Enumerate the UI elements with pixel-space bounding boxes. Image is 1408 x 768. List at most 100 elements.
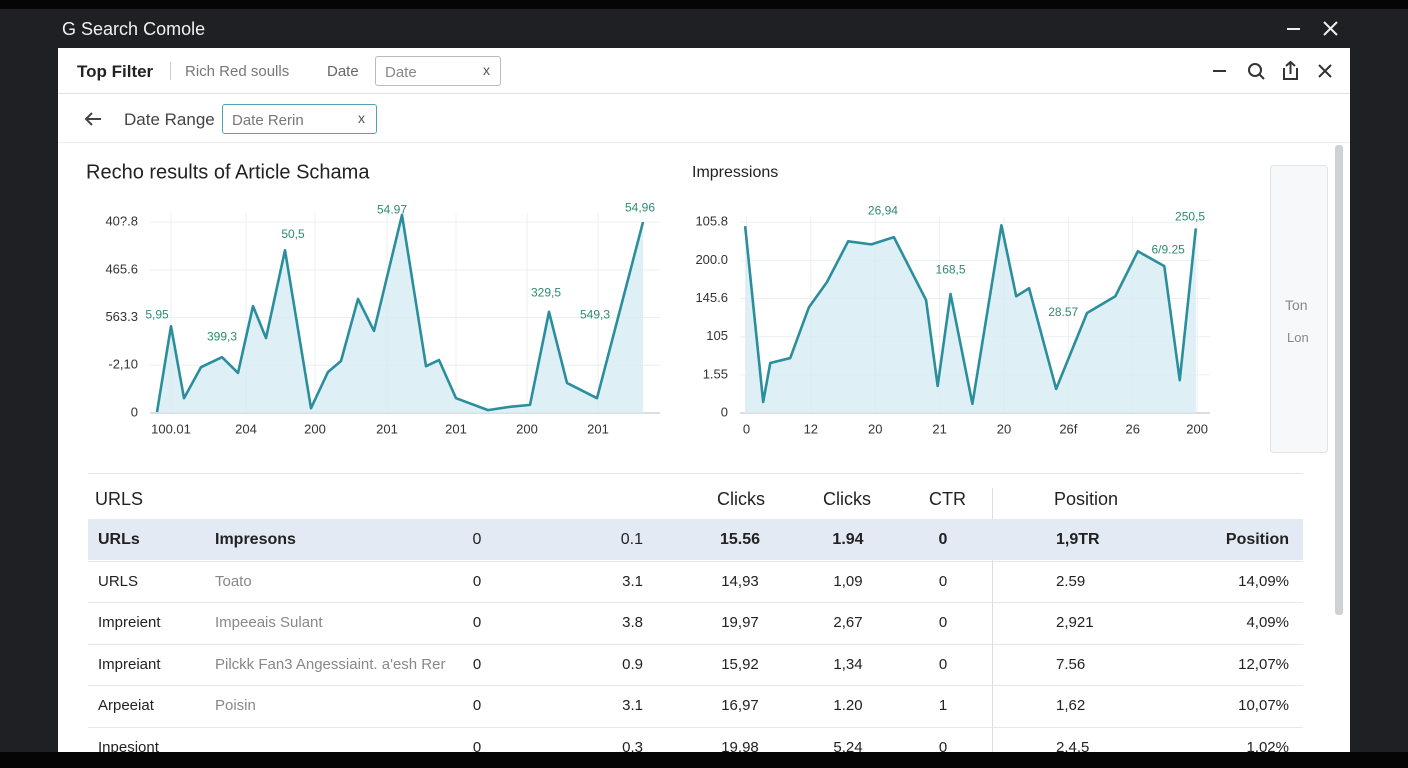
row-line <box>88 685 1303 686</box>
area <box>157 214 643 413</box>
cell: 4,09% <box>1246 614 1289 631</box>
back-button[interactable] <box>82 108 106 130</box>
side-item[interactable]: Ton <box>1285 297 1308 313</box>
share-icon[interactable] <box>1283 60 1298 80</box>
cell: 0 <box>938 614 948 631</box>
table: URLS Clicks Clicks CTR Position URLs Impresons… <box>0 470 1408 752</box>
annotation: 250,5 <box>1175 209 1205 223</box>
x-tick-label: 20 <box>997 421 1011 436</box>
header-cell: Clicks <box>823 489 871 509</box>
cell: 15,92 <box>721 655 759 673</box>
title: Search Comole <box>81 19 206 39</box>
arrow <box>84 112 101 126</box>
cell: 3.8 <box>622 614 643 631</box>
annotation: 168,5 <box>936 262 966 276</box>
cell: 2.4.5 <box>1056 738 1090 753</box>
cell[interactable]: URLS <box>98 572 139 590</box>
cell: 12,07% <box>1238 655 1289 673</box>
x-tick-label: 20 <box>868 421 882 436</box>
row-line <box>88 602 1303 603</box>
table-top-line <box>88 473 1303 474</box>
y-tick-label: 0 <box>131 404 138 419</box>
cell: 15.56 <box>719 531 761 548</box>
line <box>743 224 1198 406</box>
row-line <box>88 643 1303 645</box>
y-tick-label: 105.8 <box>695 214 728 229</box>
close-icon[interactable] <box>1318 64 1332 78</box>
y-tick-label: 145.6 <box>695 290 728 305</box>
cell: 0 <box>938 572 948 590</box>
annotation: 399,3 <box>207 329 237 343</box>
annotation: 6/9.25 <box>1151 242 1185 256</box>
date-label: Date <box>327 63 359 80</box>
y-tick-label: 105 <box>706 328 728 343</box>
divider <box>170 62 171 80</box>
cell: 1,34 <box>833 655 863 673</box>
cell: 7.56 <box>1056 655 1086 673</box>
clear[interactable]: x <box>483 62 490 78</box>
header-cell: CTR <box>929 489 966 509</box>
cell: 1 <box>938 697 948 714</box>
side-item[interactable]: Lon <box>1287 330 1309 345</box>
x-tick-label: 200 <box>1186 421 1208 436</box>
date-input[interactable]: Date x <box>375 56 501 86</box>
y-tick-label: 0 <box>721 404 728 419</box>
cell[interactable]: Impreiant <box>98 655 161 673</box>
cell: 3.1 <box>622 572 643 590</box>
window-title: G Search Comole <box>62 19 205 40</box>
top-bar <box>0 0 1408 9</box>
cell: 0 <box>472 655 482 673</box>
line <box>155 213 645 413</box>
annotation: 329,5 <box>531 285 561 299</box>
scrollbar[interactable] <box>1335 145 1343 615</box>
row-line <box>88 560 1303 562</box>
side-panel: Ton Lon <box>1270 165 1328 453</box>
cell: 0 <box>938 531 948 548</box>
annotation: 50,5 <box>281 227 305 241</box>
input-text: Date <box>385 64 417 81</box>
annotation: 54,96 <box>625 200 655 214</box>
toolbar-title: Top Filter <box>77 62 154 81</box>
y-tick-label: 563.3 <box>105 309 138 324</box>
x-tick-label: 26f <box>1059 421 1077 436</box>
window-controls[interactable] <box>1282 18 1342 40</box>
toolbar-icons[interactable] <box>1205 58 1335 86</box>
tab[interactable]: Rich Red soulls <box>185 63 290 80</box>
cell: 0 <box>472 614 482 631</box>
annotation: 54.97 <box>377 202 407 216</box>
header-cell: Clicks <box>717 489 765 509</box>
clear[interactable]: x <box>358 110 365 126</box>
y-tick-label: 1.55 <box>703 366 728 381</box>
cell: 0.3 <box>622 738 643 753</box>
cell: 1,62 <box>1056 697 1086 714</box>
cell[interactable]: URLs <box>98 531 140 548</box>
annotation: 549,3 <box>580 307 610 321</box>
cell: 14,93 <box>721 572 759 590</box>
search-icon[interactable] <box>1248 63 1262 77</box>
cell: 1,02% <box>1246 738 1289 753</box>
cell: 0 <box>472 697 482 714</box>
cell: 19.98 <box>721 738 759 753</box>
cell: Impeeais Sulant <box>215 614 323 631</box>
cell: 16,97 <box>721 697 759 714</box>
cell[interactable]: Arpeeiat <box>98 697 154 714</box>
logo: G <box>62 19 77 39</box>
y-tick-label: 200.0 <box>695 252 728 267</box>
header-cell: Position <box>1054 489 1119 509</box>
cell: Poisin <box>215 697 256 714</box>
input-text: Date Rerin <box>232 112 304 129</box>
x-tick-label: 201 <box>587 421 609 436</box>
filter-input[interactable]: Date Rerin x <box>222 104 377 134</box>
cell[interactable]: Inpesiont <box>98 738 159 753</box>
x-tick-label: 200 <box>304 421 326 436</box>
x-tick-label: 200 <box>516 421 538 436</box>
cell: 2,921 <box>1056 614 1094 631</box>
charts: Recho results of Article Schama 0 -2,10 563… <box>86 161 1210 436</box>
cell: 1,9TR <box>1056 531 1100 548</box>
bottom-bar <box>0 752 1408 768</box>
cell[interactable]: Impreient <box>98 614 161 631</box>
annotation: 26,94 <box>868 203 898 217</box>
cell: 2.59 <box>1056 572 1086 590</box>
close[interactable] <box>1323 21 1338 36</box>
cell: 0 <box>472 572 482 590</box>
